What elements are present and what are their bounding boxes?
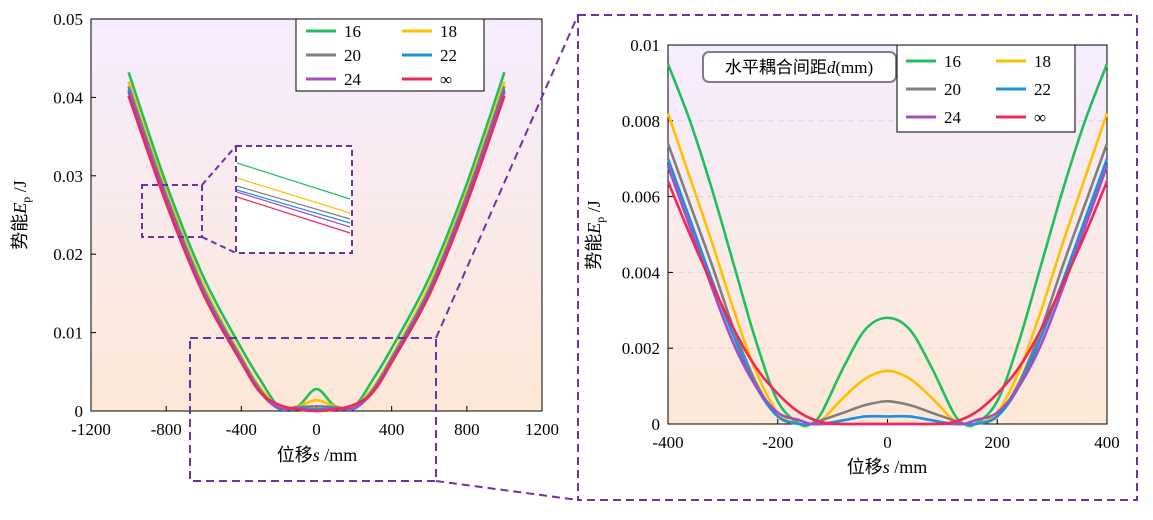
right-x-axis-label: 位移s /mm (847, 457, 928, 477)
left-y-tick-label: 0.02 (53, 245, 83, 264)
right-x-tick-label: -400 (652, 433, 683, 452)
right-series-line-3 (666, 143, 1109, 427)
left-x-tick-label: 1200 (525, 420, 559, 439)
right-series-line-4 (666, 158, 1109, 426)
left-x-axis-label: 位移s /mm (277, 445, 358, 465)
left-y-axis-label: 势能Ep /J (10, 180, 33, 250)
right-y-tick-label: 0.004 (622, 263, 661, 282)
left-series-line-2 (127, 81, 506, 410)
right-y-tick-label: 0 (652, 415, 661, 434)
right-legend-label: 20 (944, 80, 961, 99)
right-x-tick-label: -200 (762, 433, 793, 452)
left-ticks: -1200 -800 -400 0 400 800 1200 0 0.01 0.02 0.03 0.0… (53, 10, 559, 439)
right-series-line-6 (666, 180, 1109, 426)
right-y-tick-label: 0.01 (630, 36, 660, 55)
inset-panel (235, 145, 353, 254)
inset-line-16 (236, 162, 351, 200)
right-y-axis-label: 势能Ep /J (584, 200, 607, 270)
left-series-line-6 (127, 95, 506, 413)
right-frame (577, 14, 1138, 501)
right-y-tick-label: 0.002 (622, 339, 660, 358)
left-x-tick-label: -800 (151, 420, 182, 439)
left-chart: -1200 -800 -400 0 400 800 1200 0 0.01 0.02 0.03 0.0… (10, 10, 559, 482)
right-series-line-1 (666, 63, 1109, 428)
left-series-line-1 (127, 71, 506, 411)
right-ticks: -400 -200 0 200 400 0 0.002 0.004 0.006 0.008 0.01 (622, 36, 1120, 452)
left-x-tick-label: -1200 (71, 420, 111, 439)
right-legend-items: 16 18 20 22 24 ∞ (906, 52, 1051, 127)
zoom-connector-top (435, 14, 579, 339)
left-x-tick-label: 800 (454, 420, 480, 439)
right-legend-label: 24 (944, 108, 962, 127)
zoom-region-box (189, 337, 437, 482)
inset-connector-bottom (201, 236, 237, 254)
inset-line-24 (236, 191, 351, 228)
left-y-tick-label: 0 (75, 402, 84, 421)
zoom-connector-bottom (435, 480, 579, 501)
right-series (666, 63, 1109, 428)
right-legend: 16 18 20 22 24 ∞ (896, 44, 1076, 133)
inset-source-box (141, 184, 203, 238)
right-title-box: 水平耦合间距d(mm) (702, 51, 897, 83)
right-title-frame (702, 51, 897, 83)
left-x-tick-label: 0 (312, 420, 321, 439)
inset-line-22 (236, 189, 351, 224)
left-legend-label: 16 (344, 22, 361, 41)
left-legend-label: 24 (344, 70, 362, 89)
left-legend-items: 16 18 20 22 24 ∞ (306, 22, 457, 89)
inset-line-20 (236, 185, 351, 220)
left-legend-label: 20 (344, 46, 361, 65)
right-series-line-2 (666, 112, 1109, 427)
inset-connector-top (201, 145, 237, 186)
inset-zoom (141, 145, 353, 254)
right-x-tick-label: 200 (985, 433, 1011, 452)
right-title: 水平耦合间距d(mm) (725, 58, 873, 77)
right-x-tick-label: 0 (883, 433, 892, 452)
left-y-tick-label: 0.03 (53, 167, 83, 186)
left-y-tick-label: 0.04 (53, 88, 83, 107)
left-legend-label: 22 (440, 46, 457, 65)
left-x-tick-label: -400 (226, 420, 257, 439)
right-y-tick-label: 0.006 (622, 188, 660, 207)
right-x-tick-label: 400 (1094, 433, 1120, 452)
left-y-tick-label: 0.01 (53, 324, 83, 343)
inset-lines (236, 162, 351, 234)
inset-line-inf (236, 196, 351, 234)
right-legend-label: ∞ (1034, 108, 1046, 127)
inset-line-18 (236, 177, 351, 214)
left-legend: 16 18 20 22 24 ∞ (295, 18, 485, 92)
left-legend-label: ∞ (440, 70, 452, 89)
left-y-tick-label: 0.05 (53, 10, 83, 29)
right-legend-label: 18 (1034, 52, 1051, 71)
right-chart: -400 -200 0 200 400 0 0.002 0.004 0.006 0.008 0.01… (577, 14, 1138, 501)
right-legend-label: 16 (944, 52, 961, 71)
left-x-tick-label: 400 (379, 420, 405, 439)
left-series (127, 71, 506, 413)
left-legend-label: 18 (440, 22, 457, 41)
right-legend-label: 22 (1034, 80, 1051, 99)
right-y-tick-label: 0.008 (622, 112, 660, 131)
